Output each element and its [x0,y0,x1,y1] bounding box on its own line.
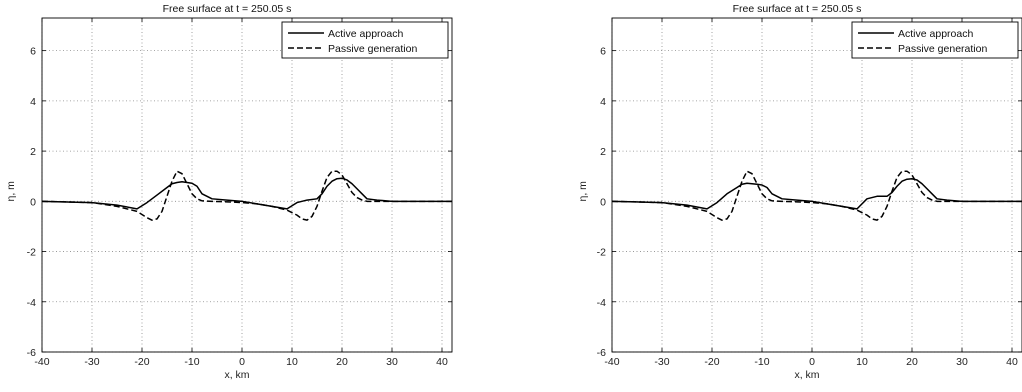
y-tick-label: 4 [30,96,36,108]
legend: Active approach Passive generation [851,21,1019,59]
x-tick-label: 10 [286,356,298,368]
x-tick-label: -40 [34,356,49,368]
x-tick-label: 10 [856,356,868,368]
y-tick-label: -2 [597,247,606,259]
axes-box [611,17,1022,353]
y-tick-label: 6 [600,46,606,58]
y-axis-label: η, m [5,181,17,202]
y-tick-label: -2 [27,247,36,259]
x-tick-label: 40 [1006,356,1018,368]
x-axis-label: x, km [224,369,249,381]
legend-box [851,21,1019,59]
y-tick-label: -4 [597,297,606,309]
x-tick-label: 20 [336,356,348,368]
legend-label: Passive generation [898,43,987,55]
legend-label: Active approach [328,28,403,40]
y-tick-label: 2 [30,146,36,158]
x-tick-label: 30 [956,356,968,368]
y-tick-label: -4 [27,297,36,309]
legend-label: Active approach [898,28,973,40]
plot-area [42,18,452,352]
series-line-passive-generation [42,170,452,221]
y-tick-label: 6 [30,46,36,58]
y-tick-label: 0 [600,196,606,208]
legend-box [281,21,449,59]
y-tick-label: 4 [600,96,606,108]
x-tick-label: -20 [704,356,719,368]
x-tick-label: -30 [654,356,669,368]
y-tick-label: -6 [597,347,606,359]
x-tick-label: -40 [604,356,619,368]
chart-title: Free surface at t = 250.05 s [163,3,292,15]
x-tick-label: 20 [906,356,918,368]
y-axis-label: η, m [577,181,589,202]
x-tick-label: 40 [436,356,448,368]
y-tick-label: 0 [30,196,36,208]
chart-title: Free surface at t = 250.05 s [733,3,862,15]
x-tick-label: -10 [184,356,199,368]
axes-box [41,17,453,353]
x-tick-label: 30 [386,356,398,368]
x-axis-label: x, km [794,369,819,381]
legend: Active approach Passive generation [281,21,449,59]
y-tick-label: -6 [27,347,36,359]
x-tick-label: 0 [239,356,245,368]
x-tick-label: -10 [754,356,769,368]
plot-area [612,18,1022,352]
series-line-passive-generation [612,170,1022,221]
chart-panel-left: -40 -30 -20 -10 0 10 20 30 40 -6 -4 -2 0 2 4 6 Free surf… [0,0,470,392]
y-tick-label: 2 [600,146,606,158]
x-tick-label: 0 [809,356,815,368]
x-tick-label: -20 [134,356,149,368]
x-tick-label: -30 [84,356,99,368]
chart-panel-right: -40 -30 -20 -10 0 10 20 30 40 -6 -4 -2 0 2 4 6 Free surf… [572,0,1022,392]
legend-label: Passive generation [328,43,417,55]
